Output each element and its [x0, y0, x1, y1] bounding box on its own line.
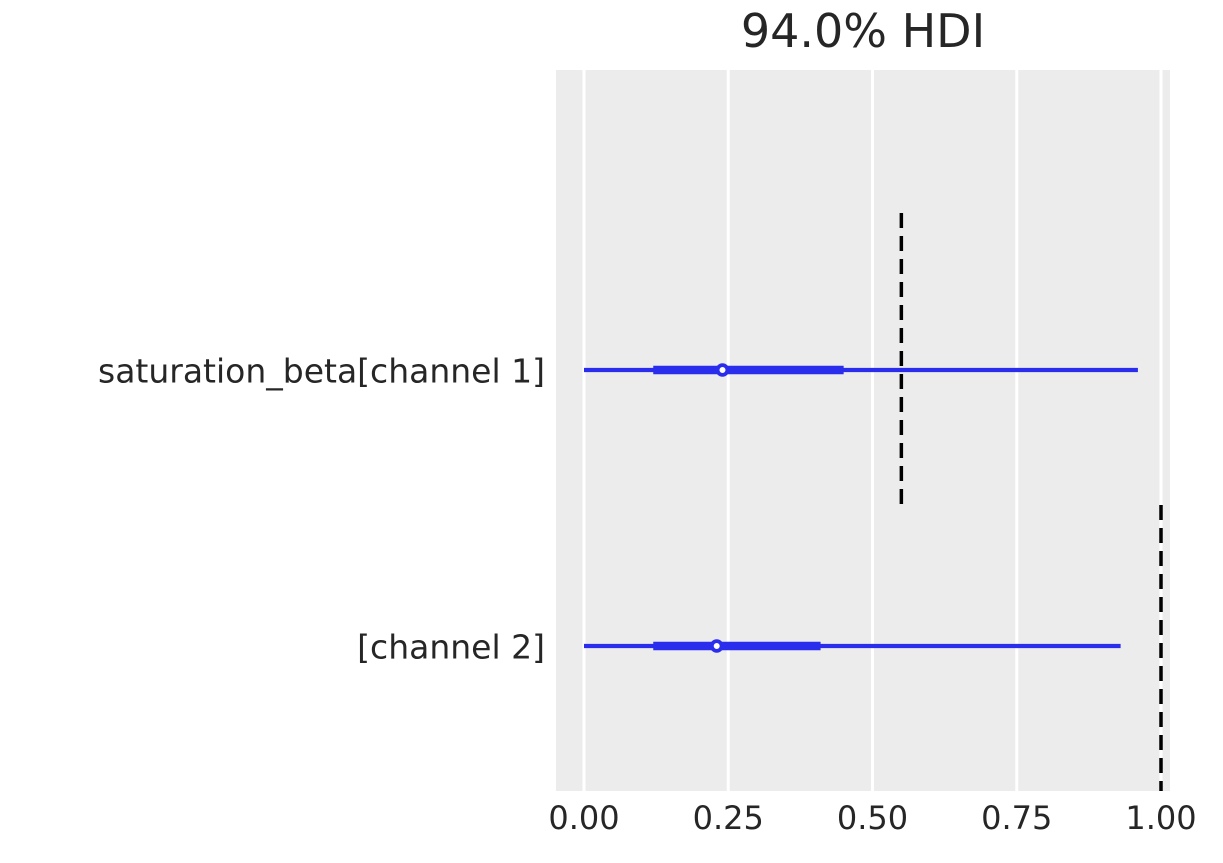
point-estimate-marker — [715, 363, 730, 377]
row-label-channel-1: saturation_beta[channel 1] — [98, 351, 545, 391]
x-tick-label: 0.00 — [548, 799, 620, 837]
row-label-channel-2: [channel 2] — [357, 627, 545, 667]
x-axis: 0.00 0.25 0.50 0.75 1.00 — [548, 799, 1196, 849]
forest-plot-canvas — [582, 70, 1163, 791]
x-tick-label: 0.50 — [836, 799, 909, 837]
x-tick-label: 0.75 — [981, 799, 1053, 837]
plot-area — [556, 70, 1170, 791]
x-tick-label: 1.00 — [1125, 799, 1197, 837]
x-tick-label: 0.25 — [692, 799, 764, 837]
chart-title: 94.0% HDI — [740, 4, 986, 58]
point-estimate-marker — [709, 639, 724, 653]
